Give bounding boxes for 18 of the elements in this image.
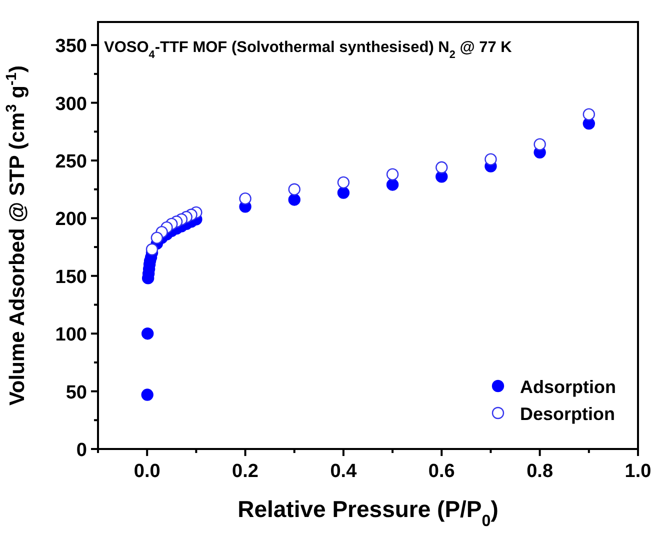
y-tick-label: 150 [55, 266, 87, 288]
y-tick-label: 0 [76, 440, 87, 461]
text: VOSO$_{4}$-TTF MOF (Solvothermal synthesised) N$_{2}$ @ 77 K [104, 39, 513, 61]
y-tick-label: 100 [55, 324, 87, 346]
x-tick-label: 0.6 [428, 461, 455, 482]
y-tick-label: 200 [55, 209, 87, 230]
legend-label: Adsorption [520, 377, 616, 397]
y-tick-label: 300 [55, 94, 87, 115]
x-tick-label: 0.4 [330, 461, 358, 482]
y-tick-label: 250 [55, 151, 87, 172]
legend-label: Desorption [520, 404, 616, 424]
y-tick-label: 350 [55, 36, 87, 58]
x-tick-label: 0.8 [526, 461, 554, 482]
x-tick-label: 0.0 [134, 461, 160, 482]
x-axis-title: Relative Pressure (P/P$_{0}$) [238, 496, 498, 530]
x-tick-label: 0.2 [232, 461, 258, 482]
x-tick-label: 1.0 [624, 461, 652, 482]
y-tick-label: 50 [66, 382, 87, 404]
